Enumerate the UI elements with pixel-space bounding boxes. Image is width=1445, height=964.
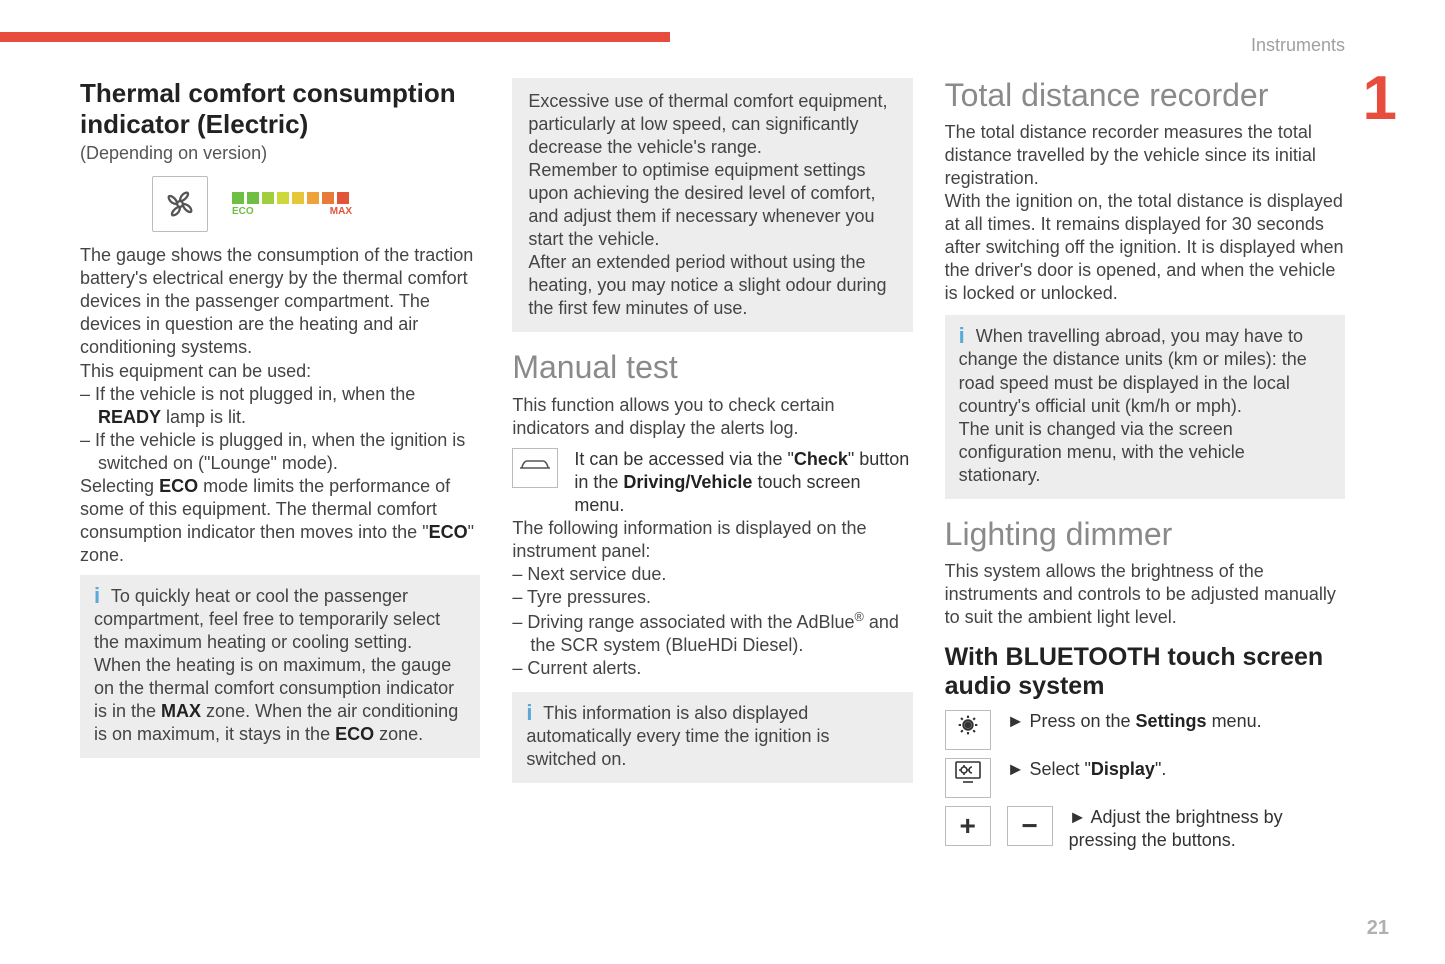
info-box: i When travelling abroad, you may have t… [945, 315, 1345, 498]
step-text: Press on the Settings menu. [1007, 710, 1345, 733]
body-text: It can be accessed via the "Check" butto… [574, 448, 912, 517]
page-columns: Thermal comfort consumption indicator (E… [80, 78, 1345, 904]
info-text: To quickly heat or cool the passenger co… [94, 586, 440, 652]
text-bold: Check [794, 449, 848, 469]
text-bold: ECO [159, 476, 198, 496]
text-bold: MAX [161, 701, 201, 721]
text-bold: READY [98, 407, 161, 427]
step-row: Press on the Settings menu. [945, 710, 1345, 750]
section-header: Instruments [1251, 35, 1345, 56]
page-number: 21 [1367, 917, 1389, 940]
subtitle-version: (Depending on version) [80, 143, 480, 164]
note-text: Excessive use of thermal comfort equipme… [528, 91, 887, 157]
gauge-diagram: ECO MAX [152, 176, 480, 232]
list-item: Tyre pressures. [512, 586, 912, 609]
text-bold: Display [1091, 759, 1155, 779]
vehicle-icon [512, 448, 558, 488]
info-text: The unit is changed via the screen confi… [959, 419, 1245, 485]
step-text: Select "Display". [1007, 758, 1345, 781]
text-bold: Driving/Vehicle [623, 472, 752, 492]
info-box: i To quickly heat or cool the passenger … [80, 575, 480, 758]
step-text: Adjust the brightness by pressing the bu… [1069, 806, 1345, 852]
text-bold: ECO [429, 522, 468, 542]
info-box: i This information is also displayed aut… [512, 692, 912, 783]
step-row: Select "Display". [945, 758, 1345, 798]
chapter-number: 1 [1363, 68, 1397, 130]
heading-bluetooth: With BLUETOOTH touch screen audio system [945, 643, 1345, 702]
list-item: Driving range associated with the AdBlue… [512, 609, 912, 657]
gauge-bar: ECO MAX [232, 192, 352, 217]
body-text: The total distance recorder measures the… [945, 121, 1345, 190]
text: If the vehicle is not plugged in, when t… [95, 384, 415, 404]
column-3: Total distance recorder The total distan… [945, 78, 1345, 904]
text: Driving range associated with the AdBlue [527, 612, 854, 632]
heading-total-distance: Total distance recorder [945, 78, 1345, 113]
text-bold: Settings [1136, 711, 1207, 731]
body-text: The following information is displayed o… [512, 517, 912, 563]
list-item: Current alerts. [512, 657, 912, 680]
heading-lighting-dimmer: Lighting dimmer [945, 517, 1345, 552]
step-row: + − Adjust the brightness by pressing th… [945, 806, 1345, 852]
note-text: After an extended period without using t… [528, 252, 886, 318]
body-text: With the ignition on, the total distance… [945, 190, 1345, 305]
plus-icon: + [945, 806, 991, 846]
text: It can be accessed via the " [574, 449, 794, 469]
info-text: zone. [374, 724, 423, 744]
info-icon: i [526, 702, 532, 724]
column-1: Thermal comfort consumption indicator (E… [80, 78, 480, 904]
info-text: This information is also displayed autom… [526, 703, 829, 769]
minus-icon: − [1007, 806, 1053, 846]
list-item: Next service due. [512, 563, 912, 586]
heading-manual-test: Manual test [512, 350, 912, 385]
text-bold: ECO [335, 724, 374, 744]
body-text: This equipment can be used: [80, 360, 480, 383]
note-text: Remember to optimise equipment settings … [528, 160, 875, 249]
text: Selecting [80, 476, 159, 496]
fan-icon [152, 176, 208, 232]
text: ". [1155, 759, 1166, 779]
body-text: Selecting ECO mode limits the performanc… [80, 475, 480, 567]
column-2: Excessive use of thermal comfort equipme… [512, 78, 912, 904]
body-text: This function allows you to check certai… [512, 394, 912, 440]
max-label: MAX [330, 206, 352, 217]
info-text: When travelling abroad, you may have to … [959, 326, 1307, 415]
text: Press on the [1029, 711, 1135, 731]
list-item: If the vehicle is plugged in, when the i… [80, 429, 480, 475]
list-item: If the vehicle is not plugged in, when t… [80, 383, 480, 429]
text: Select " [1029, 759, 1090, 779]
accent-bar [0, 32, 670, 42]
text: menu. [1207, 711, 1262, 731]
info-icon: i [959, 325, 965, 347]
settings-icon [945, 710, 991, 750]
text: lamp is lit. [161, 407, 246, 427]
reg-mark: ® [855, 610, 864, 624]
body-text: The gauge shows the consumption of the t… [80, 244, 480, 359]
eco-label: ECO [232, 206, 254, 217]
body-text: This system allows the brightness of the… [945, 560, 1345, 629]
info-icon: i [94, 585, 100, 607]
display-icon [945, 758, 991, 798]
heading-thermal-comfort: Thermal comfort consumption indicator (E… [80, 78, 480, 139]
note-box: Excessive use of thermal comfort equipme… [512, 78, 912, 332]
icon-text-row: It can be accessed via the "Check" butto… [512, 448, 912, 517]
